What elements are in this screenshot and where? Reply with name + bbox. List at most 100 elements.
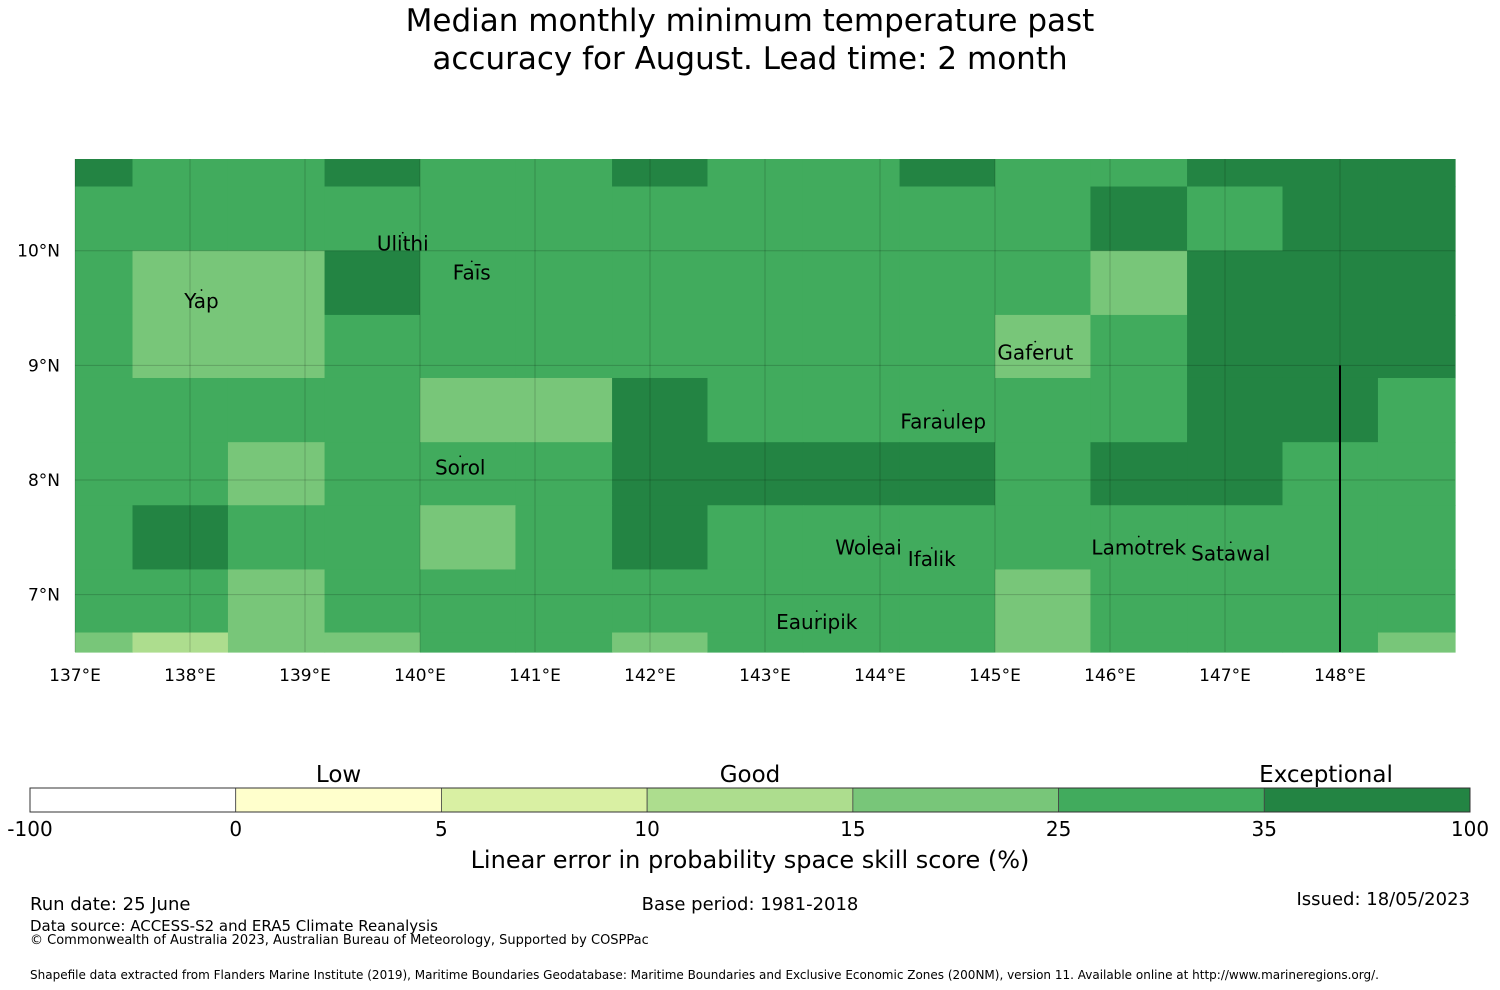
grid-cell (227, 250, 326, 316)
grid-cell (515, 442, 613, 506)
grid-cell (707, 186, 804, 252)
eez-boundary (1339, 365, 1341, 652)
colorbar-frame (29, 787, 1471, 813)
colorbar-segment (1058, 787, 1265, 813)
grid-cell (802, 250, 901, 316)
grid-cell (132, 159, 229, 188)
grid-cell (132, 250, 229, 316)
grid-cell (1377, 250, 1456, 316)
place-label: Yap (183, 289, 218, 313)
grid-cell (1282, 632, 1379, 653)
title-line-2: accuracy for August. Lead time: 2 month (432, 41, 1068, 77)
grid-cell (1282, 377, 1379, 443)
grid-cell (1187, 159, 1284, 188)
grid-cell (995, 505, 1092, 571)
grid-cell (899, 250, 996, 316)
grid-cell (707, 442, 804, 506)
grid-cell (420, 186, 517, 252)
colorbar-tick-label: 100 (1451, 817, 1489, 841)
grid-cell (515, 250, 613, 316)
grid-cell (324, 186, 421, 252)
colorbar-segment (852, 787, 1059, 813)
grid-cell (612, 250, 709, 316)
colorbar-segment (235, 787, 442, 813)
grid-cell (1187, 250, 1284, 316)
grid-cell (420, 632, 517, 653)
grid-cell (802, 159, 901, 188)
grid-cell (1377, 186, 1456, 252)
run-date: Run date: 25 June (30, 894, 191, 915)
grid-cell (75, 505, 134, 571)
island-marker (930, 547, 933, 549)
grid-cell (899, 377, 996, 443)
grid-cell (420, 505, 517, 571)
grid-cell (995, 159, 1092, 188)
grid-cell (707, 505, 804, 571)
place-label: Gaferut (997, 341, 1073, 365)
grid-cell (899, 569, 996, 634)
grid-cell (1187, 314, 1284, 379)
grid-cell (1282, 314, 1379, 379)
grid-cell (132, 377, 229, 443)
grid-cell (612, 159, 709, 188)
grid-cell (899, 442, 996, 506)
colorbar-tick-label: 10 (634, 817, 659, 841)
island-marker (470, 260, 473, 263)
grid-cell (1377, 569, 1456, 634)
grid-cell (899, 159, 996, 188)
grid-cell (899, 314, 996, 379)
grid-cell (324, 632, 421, 653)
grid-cell (75, 442, 134, 506)
copyright: © Commonwealth of Australia 2023, Austra… (30, 933, 649, 948)
grid-cell (132, 314, 229, 379)
grid-cell (420, 569, 517, 634)
grid-cell (899, 505, 996, 571)
colorbar-category-label: Low (316, 762, 361, 788)
grid-cell (1377, 505, 1456, 571)
grid-cell (707, 377, 804, 443)
colorbar-segment (29, 787, 237, 813)
colorbar-segment (441, 787, 648, 813)
colorbar-category-label: Good (720, 762, 781, 788)
shapefile-credit: Shapefile data extracted from Flanders M… (30, 968, 1379, 982)
place-label: Satawal (1191, 541, 1270, 565)
place-labels: Ulithi Faīs Yap Gaferut Faraulep Sorol Woleai I… (183, 232, 1270, 634)
grid-cell (707, 159, 804, 188)
grid-cell (324, 314, 421, 379)
grid-cell (420, 159, 517, 188)
island-marker (1034, 340, 1037, 343)
grid-cell (1377, 442, 1456, 506)
x-tick-label: 141°E (509, 666, 561, 686)
y-tick-label: 8°N (28, 471, 60, 491)
colorbar-tick-label: -100 (7, 817, 52, 841)
place-label: Ifalik (908, 547, 956, 571)
grid-cell (132, 632, 229, 653)
x-axis-ticks: 137°E 138°E 139°E 140°E 141°E 142°E 143°E 144°E… (49, 666, 1366, 686)
grid-cell (227, 159, 326, 188)
grid-cell (227, 442, 326, 506)
colorbar-tick-label: 35 (1252, 817, 1277, 841)
grid-cell (227, 632, 326, 653)
grid-cell (995, 186, 1092, 252)
grid-cell (802, 569, 901, 634)
colorbar-axis-label: Linear error in probability space skill … (471, 846, 1030, 874)
grid-cell (995, 632, 1092, 653)
grid-cell (802, 442, 901, 506)
grid-cell (1187, 377, 1284, 443)
grid-cell (995, 250, 1092, 316)
grid-cell (420, 314, 517, 379)
grid-cell (1090, 186, 1188, 252)
island-marker (867, 535, 870, 538)
y-tick-label: 10°N (17, 242, 60, 262)
grid-cell (515, 377, 613, 443)
grid-cell (515, 186, 613, 252)
grid-cell (227, 569, 326, 634)
grid-cell (1187, 442, 1284, 506)
island-marker (815, 610, 818, 612)
x-tick-label: 147°E (1199, 666, 1251, 686)
island-marker (401, 231, 404, 234)
grid-cell (1090, 159, 1188, 188)
grid-cell (1090, 250, 1188, 316)
grid-cell (612, 505, 709, 571)
